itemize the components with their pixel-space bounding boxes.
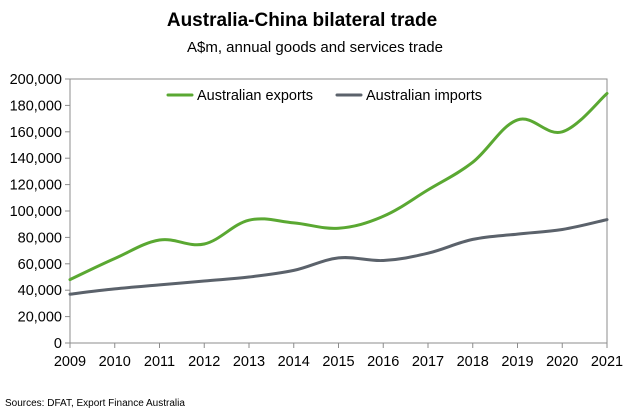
x-tick-label: 2015 [322, 354, 354, 370]
x-tick-label: 2014 [278, 354, 310, 370]
y-tick-label: 160,000 [10, 125, 62, 141]
legend: Australian exports Australian imports [166, 88, 482, 104]
y-tick-label: 80,000 [18, 230, 62, 246]
chart-subtitle: A$m, annual goods and services trade [187, 39, 443, 56]
y-tick-label: 120,000 [10, 178, 62, 194]
x-tick-label: 2010 [99, 354, 131, 370]
x-tick-label: 2012 [188, 354, 220, 370]
series-line-australian-imports [68, 218, 609, 296]
chart-title: Australia-China bilateral trade [167, 10, 437, 31]
y-tick-label: 20,000 [18, 310, 62, 326]
series-lines [68, 92, 609, 296]
y-tick-label: 100,000 [10, 204, 62, 220]
legend-label: Australian imports [366, 88, 482, 104]
x-tick-label: 2021 [591, 354, 623, 370]
series-line-australian-exports [68, 92, 609, 282]
legend-item-australian-imports: Australian imports [335, 88, 482, 104]
x-tick-label: 2018 [457, 354, 489, 370]
x-tick-label: 2017 [412, 354, 444, 370]
x-tick-label: 2019 [501, 354, 533, 370]
x-tick-label: 2016 [367, 354, 399, 370]
x-tick-label: 2011 [144, 354, 175, 370]
series-australian-imports [68, 218, 609, 296]
y-tick-label: 40,000 [18, 283, 62, 299]
legend-item-australian-exports: Australian exports [166, 88, 313, 104]
x-tick-label: 2009 [54, 354, 86, 370]
y-tick-label: 140,000 [10, 151, 62, 167]
x-tick-label: 2020 [546, 354, 578, 370]
y-tick-label: 200,000 [10, 72, 62, 88]
y-tick-label: 0 [54, 336, 62, 352]
x-tick-label: 2013 [233, 354, 265, 370]
y-axis: 0 20,000 40,000 60,000 80,000 100,000 120,000 1… [10, 72, 70, 352]
series-australian-exports [68, 92, 609, 282]
legend-label: Australian exports [197, 88, 313, 104]
y-tick-label: 60,000 [18, 257, 62, 273]
x-axis: 2009 2010 2011 2012 2013 2014 2015 2016 2017 2018… [54, 343, 623, 370]
source-note: Sources: DFAT, Export Finance Australia [5, 398, 185, 409]
y-tick-label: 180,000 [10, 98, 62, 114]
